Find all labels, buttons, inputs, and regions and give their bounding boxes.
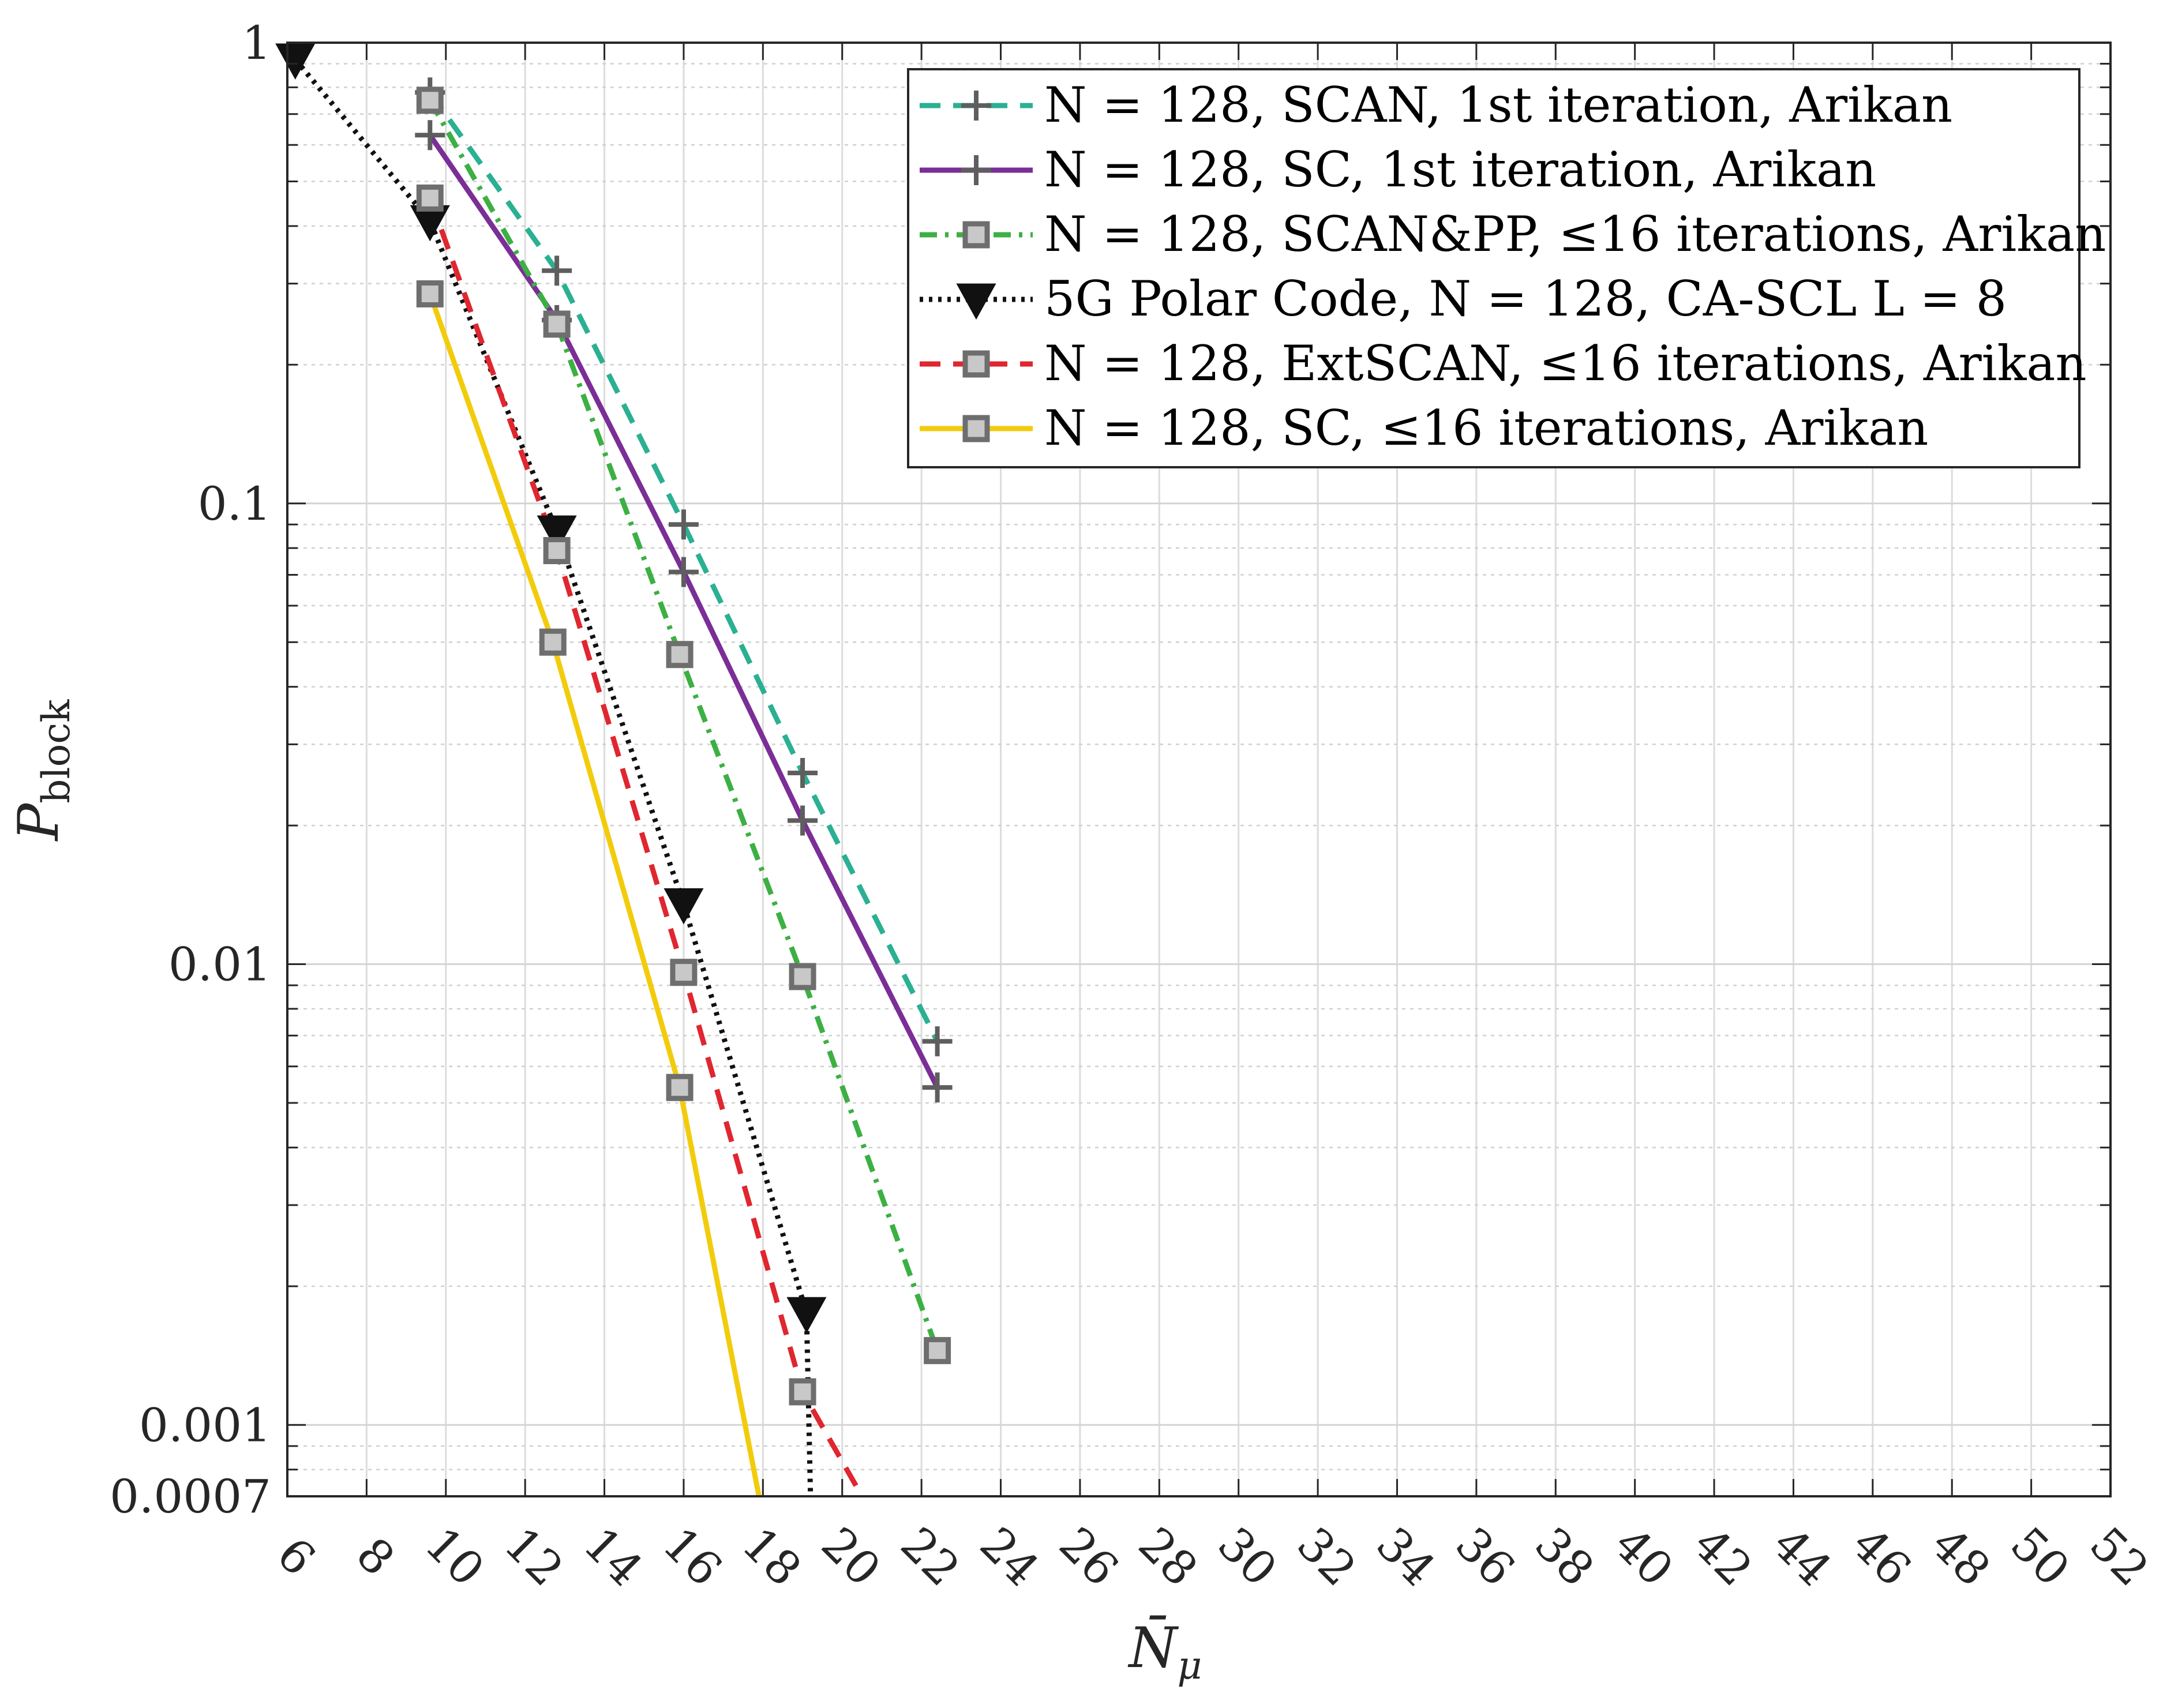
legend-label: 5G Polar Code, N = 128, CA-SCL L = 8 xyxy=(1044,271,2007,327)
legend-label: N = 128, SC, ≤16 iterations, Arikan xyxy=(1044,400,1928,456)
x-tick-label: 46 xyxy=(1842,1517,1921,1597)
x-tick-label: 28 xyxy=(1129,1517,1208,1597)
plus-marker xyxy=(922,1072,953,1103)
square-marker xyxy=(962,221,990,249)
square-marker xyxy=(416,87,444,114)
series-5 xyxy=(428,292,762,1496)
y-axis-label-main: P xyxy=(6,802,71,842)
plus-marker xyxy=(788,805,818,836)
legend-box xyxy=(907,68,2080,468)
square-marker xyxy=(789,1378,816,1406)
x-tick-label: 36 xyxy=(1445,1517,1525,1597)
square-marker xyxy=(670,959,698,986)
x-tick-label: 24 xyxy=(970,1517,1049,1597)
plus-marker xyxy=(668,557,699,587)
x-tick-label: 6 xyxy=(267,1527,325,1586)
legend-label: N = 128, SC, 1st iteration, Arikan xyxy=(1044,141,1876,198)
square-marker xyxy=(962,350,990,378)
y-tick-label: 0.01 xyxy=(168,938,271,992)
square-marker xyxy=(924,1337,951,1364)
triangle-marker xyxy=(663,888,704,925)
x-tick-label: 52 xyxy=(2079,1517,2159,1597)
series-line xyxy=(428,99,940,1352)
plus-marker xyxy=(961,155,991,185)
y-tick-label: 0.1 xyxy=(198,477,271,531)
square-marker xyxy=(962,415,990,442)
y-tick-label: 0.001 xyxy=(139,1398,271,1452)
x-tick-label: 30 xyxy=(1208,1517,1287,1597)
plus-marker xyxy=(542,256,572,286)
square-marker xyxy=(416,280,444,307)
x-tick-label: 10 xyxy=(415,1517,494,1597)
x-tick-label: 18 xyxy=(732,1517,812,1597)
legend-label: N = 128, SCAN, 1st iteration, Arikan xyxy=(1044,77,1952,133)
x-tick-label: 50 xyxy=(2000,1517,2080,1597)
square-marker xyxy=(539,628,567,656)
square-marker xyxy=(416,184,444,212)
x-axis-label-main: N̄ xyxy=(1128,1616,1179,1680)
series-layer xyxy=(275,43,953,1496)
ticks xyxy=(286,42,2112,1497)
x-tick-label: 38 xyxy=(1525,1517,1605,1597)
triangle-marker xyxy=(956,283,996,320)
plus-marker xyxy=(922,1026,953,1057)
plus-marker xyxy=(788,758,818,789)
x-tick-label: 48 xyxy=(1921,1517,2001,1597)
triangle-marker xyxy=(275,43,316,80)
triangle-marker xyxy=(786,1297,827,1334)
x-tick-label: 32 xyxy=(1287,1517,1367,1597)
square-marker xyxy=(543,310,571,338)
y-axis-label: Pblock xyxy=(6,699,78,842)
x-tick-label: 42 xyxy=(1683,1517,1763,1597)
x-tick-label: 8 xyxy=(346,1527,405,1586)
series-2 xyxy=(428,99,940,1352)
x-tick-label: 12 xyxy=(494,1517,574,1597)
plus-marker xyxy=(668,509,699,540)
x-tick-label: 20 xyxy=(811,1517,891,1597)
x-tick-label: 14 xyxy=(573,1517,653,1597)
series-line xyxy=(428,292,762,1496)
x-axis-label: N̄μ xyxy=(1128,1616,1202,1688)
legend-label: N = 128, ExtSCAN, ≤16 iterations, Arikan xyxy=(1044,335,2087,392)
square-marker xyxy=(789,963,816,990)
square-marker xyxy=(666,641,693,669)
plus-marker xyxy=(961,91,991,121)
series-line xyxy=(293,58,814,1496)
x-tick-label: 16 xyxy=(653,1517,732,1597)
triangle-marker xyxy=(537,515,577,552)
y-tick-label: 0.0007 xyxy=(110,1470,271,1523)
x-tick-label: 22 xyxy=(891,1517,970,1597)
x-tick-label: 26 xyxy=(1049,1517,1129,1597)
plot-frame xyxy=(286,42,2112,1497)
square-marker xyxy=(666,1073,693,1101)
x-tick-label: 44 xyxy=(1763,1517,1842,1597)
plus-marker xyxy=(415,120,445,151)
series-3 xyxy=(293,58,814,1496)
y-axis-label-sub: block xyxy=(34,699,78,804)
x-tick-label: 34 xyxy=(1366,1517,1446,1597)
legend: N = 128, SCAN, 1st iteration, Arikan N = … xyxy=(907,68,2106,468)
x-tick-label: 40 xyxy=(1604,1517,1684,1597)
legend-label: N = 128, SCAN&PP, ≤16 iterations, Arikan xyxy=(1044,206,2106,262)
x-axis-label-sub: μ xyxy=(1178,1643,1202,1688)
y-tick-label: 1 xyxy=(242,16,271,70)
square-marker xyxy=(543,537,571,565)
